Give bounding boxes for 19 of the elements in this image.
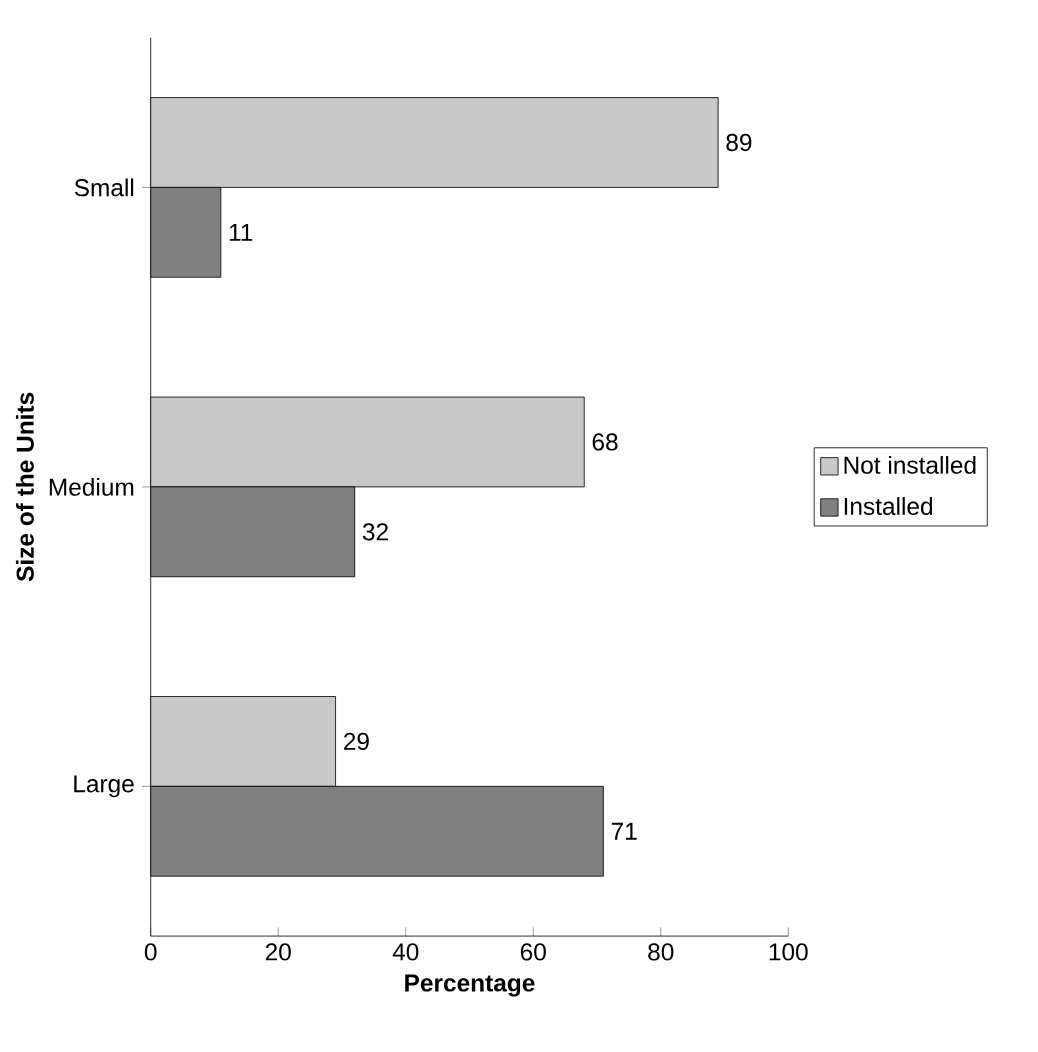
data-label: 11 — [230, 223, 253, 241]
data-label: 68 — [592, 433, 618, 451]
y-axis-title: Size of the Units — [16, 392, 35, 582]
data-label: 32 — [363, 523, 389, 541]
x-tick-label: 0 — [145, 943, 157, 961]
x-tick-label: 80 — [648, 943, 674, 961]
y-tick-label: Medium — [50, 477, 134, 496]
x-tick-label: 60 — [521, 943, 547, 961]
y-tick-label: Small — [75, 178, 134, 197]
y-tick-label: Large — [74, 775, 134, 798]
legend-label: Not installed — [844, 455, 976, 474]
x-tick-label: 100 — [769, 943, 808, 961]
data-label: 71 — [612, 822, 637, 840]
x-tick-label: 40 — [392, 943, 419, 961]
data-label: 29 — [344, 732, 370, 751]
legend-label: Installed — [845, 497, 933, 515]
x-axis-title: Percentage — [405, 974, 535, 997]
x-tick-label: 20 — [266, 943, 292, 961]
data-label: 89 — [726, 133, 752, 152]
